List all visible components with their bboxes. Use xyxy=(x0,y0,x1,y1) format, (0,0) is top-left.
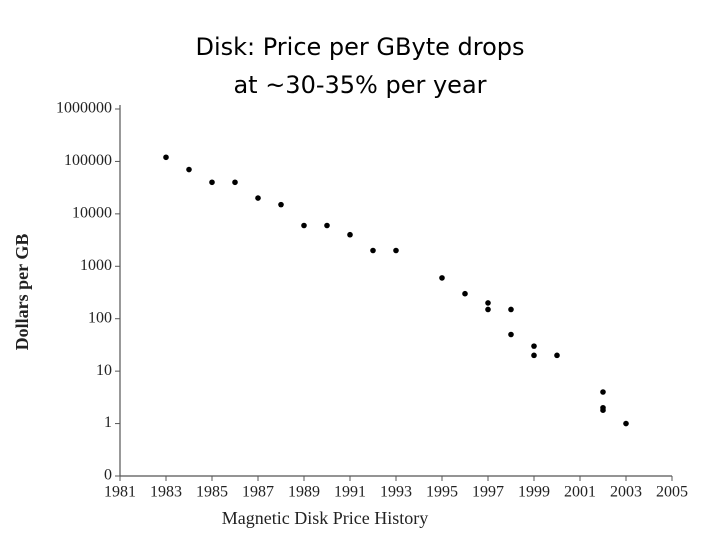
data-point xyxy=(232,179,238,186)
y-tick-label: 1000000 xyxy=(56,100,112,117)
data-point xyxy=(324,222,330,229)
data-point xyxy=(462,290,468,297)
data-point xyxy=(531,343,537,349)
x-tick-label: 1985 xyxy=(196,484,228,501)
data-point xyxy=(508,306,514,313)
data-point xyxy=(600,389,606,395)
y-tick-label: 100 xyxy=(88,309,112,326)
data-point xyxy=(186,166,192,173)
x-axis-label: Magnetic Disk Price History xyxy=(222,508,428,528)
x-tick-label: 1999 xyxy=(518,484,550,501)
data-point xyxy=(623,420,629,427)
data-point xyxy=(600,407,606,413)
data-point xyxy=(439,275,445,281)
y-tick-label: 1 xyxy=(104,414,112,431)
data-point xyxy=(278,201,284,208)
x-tick-label: 1997 xyxy=(472,484,504,501)
data-point xyxy=(163,154,169,161)
data-point xyxy=(393,247,399,254)
x-tick-label: 1987 xyxy=(242,484,274,501)
x-tick-label: 2003 xyxy=(610,484,642,501)
y-axis-label: Dollars per GB xyxy=(12,234,32,351)
data-point xyxy=(485,300,491,306)
data-point xyxy=(485,306,491,313)
x-tick-label: 1981 xyxy=(104,484,136,501)
x-tick-label: 2001 xyxy=(564,484,596,501)
chart-title: at ~30-35% per year xyxy=(233,71,486,99)
y-tick-label: 1000 xyxy=(80,257,112,274)
x-tick-label: 1993 xyxy=(380,484,412,501)
data-point xyxy=(554,352,560,359)
data-point xyxy=(347,231,353,238)
chart-title: Disk: Price per GByte drops xyxy=(195,33,524,61)
y-tick-label: 0 xyxy=(104,467,112,484)
data-point xyxy=(531,352,537,359)
x-tick-label: 1995 xyxy=(426,484,458,501)
y-tick-label: 100000 xyxy=(64,152,112,169)
data-point xyxy=(370,247,376,254)
x-tick-label: 1991 xyxy=(334,484,366,501)
data-point xyxy=(209,179,215,186)
x-tick-label: 2005 xyxy=(656,484,688,501)
data-point xyxy=(508,331,514,338)
x-tick-label: 1989 xyxy=(288,484,320,501)
data-point xyxy=(301,222,307,229)
y-tick-label: 10 xyxy=(96,362,112,379)
y-tick-label: 10000 xyxy=(72,205,112,222)
x-tick-label: 1983 xyxy=(150,484,182,501)
data-point xyxy=(255,195,261,201)
